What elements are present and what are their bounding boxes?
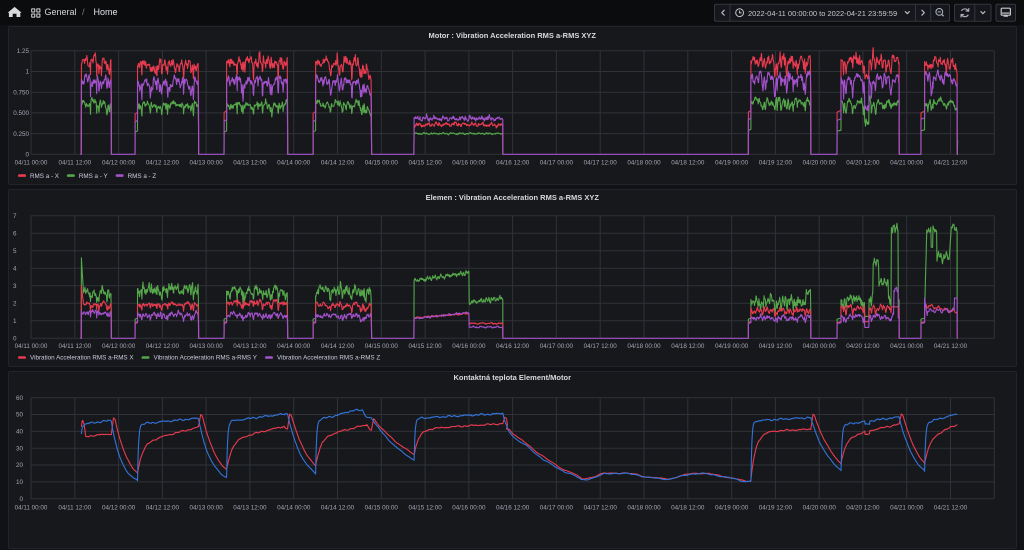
svg-text:04/12 12:00: 04/12 12:00 xyxy=(146,160,180,167)
svg-text:04/14 12:00: 04/14 12:00 xyxy=(321,343,355,350)
svg-text:04/19 00:00: 04/19 00:00 xyxy=(715,343,749,350)
svg-text:04/21 12:00: 04/21 12:00 xyxy=(934,505,968,512)
svg-text:04/19 12:00: 04/19 12:00 xyxy=(759,160,793,167)
svg-text:04/19 00:00: 04/19 00:00 xyxy=(715,160,749,167)
svg-text:04/14 12:00: 04/14 12:00 xyxy=(321,505,355,512)
svg-text:04/15 12:00: 04/15 12:00 xyxy=(408,505,442,512)
svg-text:04/20 12:00: 04/20 12:00 xyxy=(846,505,880,512)
svg-text:04/11 12:00: 04/11 12:00 xyxy=(58,343,91,350)
svg-text:Vibration Acceleration RMS a-R: Vibration Acceleration RMS a-RMS Y xyxy=(154,354,258,361)
svg-text:0: 0 xyxy=(13,335,17,342)
svg-text:04/19 00:00: 04/19 00:00 xyxy=(715,505,749,512)
svg-text:04/12 00:00: 04/12 00:00 xyxy=(102,505,136,512)
svg-text:RMS a - X: RMS a - X xyxy=(30,173,60,180)
svg-text:04/14 12:00: 04/14 12:00 xyxy=(321,160,355,167)
svg-text:04/14 00:00: 04/14 00:00 xyxy=(277,505,311,512)
svg-text:04/17 00:00: 04/17 00:00 xyxy=(540,505,574,512)
svg-text:04/15 00:00: 04/15 00:00 xyxy=(365,505,399,512)
svg-text:0: 0 xyxy=(26,151,30,158)
svg-text:04/11 12:00: 04/11 12:00 xyxy=(58,505,91,512)
svg-text:04/20 00:00: 04/20 00:00 xyxy=(803,505,837,512)
svg-text:RMS a - Z: RMS a - Z xyxy=(128,173,157,180)
svg-text:20: 20 xyxy=(16,462,24,469)
svg-text:04/16 12:00: 04/16 12:00 xyxy=(496,505,530,512)
svg-text:04/12 12:00: 04/12 12:00 xyxy=(146,343,180,350)
svg-text:04/21 00:00: 04/21 00:00 xyxy=(890,160,924,167)
svg-text:1.25: 1.25 xyxy=(17,48,30,55)
svg-text:04/17 12:00: 04/17 12:00 xyxy=(584,343,618,350)
svg-text:04/11 12:00: 04/11 12:00 xyxy=(58,160,91,167)
svg-text:4: 4 xyxy=(13,265,17,272)
svg-text:04/11 00:00: 04/11 00:00 xyxy=(15,160,48,167)
svg-text:04/15 00:00: 04/15 00:00 xyxy=(365,343,399,350)
svg-text:04/16 12:00: 04/16 12:00 xyxy=(496,343,530,350)
svg-text:04/18 12:00: 04/18 12:00 xyxy=(671,160,705,167)
svg-text:04/18 00:00: 04/18 00:00 xyxy=(627,343,661,350)
svg-text:04/21 00:00: 04/21 00:00 xyxy=(890,505,924,512)
svg-text:04/14 00:00: 04/14 00:00 xyxy=(277,343,311,350)
svg-text:04/17 12:00: 04/17 12:00 xyxy=(584,505,618,512)
svg-text:04/11 00:00: 04/11 00:00 xyxy=(15,505,48,512)
svg-text:04/13 00:00: 04/13 00:00 xyxy=(190,343,224,350)
svg-text:04/13 00:00: 04/13 00:00 xyxy=(189,505,223,512)
svg-text:04/16 12:00: 04/16 12:00 xyxy=(496,160,530,167)
svg-text:Vibration Acceleration RMS a-R: Vibration Acceleration RMS a-RMS X xyxy=(30,354,134,361)
svg-text:04/20 12:00: 04/20 12:00 xyxy=(846,160,880,167)
svg-text:04/15 12:00: 04/15 12:00 xyxy=(409,160,443,167)
svg-text:04/18 12:00: 04/18 12:00 xyxy=(671,343,705,350)
svg-text:2: 2 xyxy=(13,300,17,307)
svg-text:04/17 12:00: 04/17 12:00 xyxy=(584,160,618,167)
svg-text:RMS a - Y: RMS a - Y xyxy=(79,173,109,180)
svg-text:50: 50 xyxy=(16,412,24,419)
svg-text:04/12 00:00: 04/12 00:00 xyxy=(102,160,136,167)
svg-text:0.250: 0.250 xyxy=(13,131,29,138)
svg-text:7: 7 xyxy=(13,212,17,219)
svg-text:04/21 00:00: 04/21 00:00 xyxy=(890,343,924,350)
svg-text:04/17 00:00: 04/17 00:00 xyxy=(540,160,574,167)
svg-text:1: 1 xyxy=(13,317,17,324)
svg-text:0.750: 0.750 xyxy=(13,89,29,96)
svg-text:60: 60 xyxy=(16,395,24,402)
svg-text:04/20 00:00: 04/20 00:00 xyxy=(803,343,837,350)
svg-text:04/18 00:00: 04/18 00:00 xyxy=(627,160,661,167)
svg-text:04/19 12:00: 04/19 12:00 xyxy=(759,343,793,350)
svg-text:04/20 12:00: 04/20 12:00 xyxy=(846,343,880,350)
svg-text:04/16 00:00: 04/16 00:00 xyxy=(452,160,486,167)
svg-text:1: 1 xyxy=(26,69,30,76)
svg-text:40: 40 xyxy=(16,429,24,436)
svg-text:5: 5 xyxy=(13,247,17,254)
svg-text:04/16 00:00: 04/16 00:00 xyxy=(452,343,486,350)
svg-text:Vibration Acceleration RMS a-R: Vibration Acceleration RMS a-RMS Z xyxy=(277,354,380,361)
svg-text:04/18 00:00: 04/18 00:00 xyxy=(627,505,661,512)
svg-text:0.500: 0.500 xyxy=(13,110,29,117)
svg-text:04/21 12:00: 04/21 12:00 xyxy=(934,343,968,350)
svg-text:04/13 00:00: 04/13 00:00 xyxy=(190,160,224,167)
svg-text:6: 6 xyxy=(13,230,17,237)
svg-text:0: 0 xyxy=(19,496,23,503)
svg-text:04/18 12:00: 04/18 12:00 xyxy=(671,505,705,512)
svg-text:30: 30 xyxy=(16,445,24,452)
svg-text:04/15 12:00: 04/15 12:00 xyxy=(409,343,443,350)
svg-text:04/13 12:00: 04/13 12:00 xyxy=(233,343,267,350)
svg-text:04/12 00:00: 04/12 00:00 xyxy=(102,343,136,350)
svg-text:04/20 00:00: 04/20 00:00 xyxy=(803,160,837,167)
svg-text:04/17 00:00: 04/17 00:00 xyxy=(540,343,574,350)
svg-text:04/14 00:00: 04/14 00:00 xyxy=(277,160,311,167)
svg-text:04/15 00:00: 04/15 00:00 xyxy=(365,160,399,167)
svg-text:04/12 12:00: 04/12 12:00 xyxy=(146,505,180,512)
svg-text:04/21 12:00: 04/21 12:00 xyxy=(934,160,968,167)
svg-text:04/16 00:00: 04/16 00:00 xyxy=(452,505,486,512)
svg-text:04/13 12:00: 04/13 12:00 xyxy=(233,505,267,512)
svg-text:3: 3 xyxy=(13,282,17,289)
svg-text:04/13 12:00: 04/13 12:00 xyxy=(233,160,267,167)
svg-text:04/19 12:00: 04/19 12:00 xyxy=(759,505,793,512)
svg-text:10: 10 xyxy=(16,479,24,486)
svg-text:04/11 00:00: 04/11 00:00 xyxy=(15,343,48,350)
